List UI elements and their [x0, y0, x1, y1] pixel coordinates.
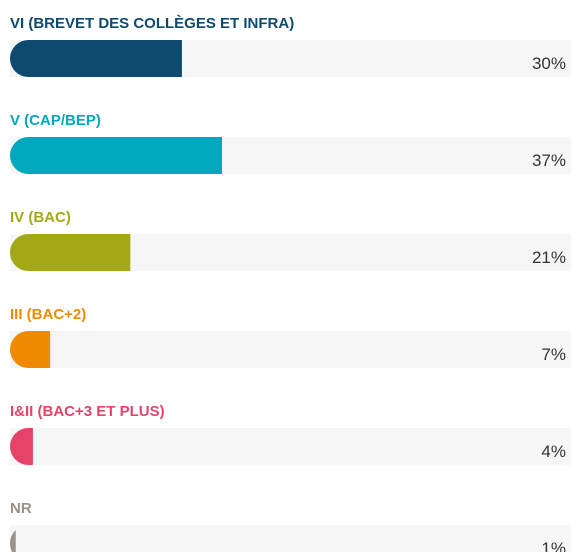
value-label: 4%	[541, 442, 566, 461]
category-label: IV (BAC)	[10, 209, 71, 226]
bar-track	[10, 331, 571, 368]
category-label: NR	[10, 500, 32, 517]
value-label: 7%	[541, 345, 566, 364]
bar	[10, 428, 33, 465]
category-label: I&II (BAC+3 ET PLUS)	[10, 403, 165, 420]
bar	[10, 234, 131, 271]
value-label: 21%	[532, 248, 566, 267]
category-label: V (CAP/BEP)	[10, 112, 101, 129]
value-label: 1%	[541, 539, 566, 552]
category-label: III (BAC+2)	[10, 306, 86, 323]
bar	[10, 40, 182, 77]
bar	[10, 530, 16, 552]
value-label: 37%	[532, 151, 566, 170]
bar-track	[10, 428, 571, 465]
category-label: VI (BREVET DES COLLÈGES ET INFRA)	[10, 15, 294, 32]
bar	[10, 331, 51, 368]
value-label: 30%	[532, 54, 566, 73]
bar	[10, 137, 223, 174]
bar-track	[10, 525, 571, 552]
